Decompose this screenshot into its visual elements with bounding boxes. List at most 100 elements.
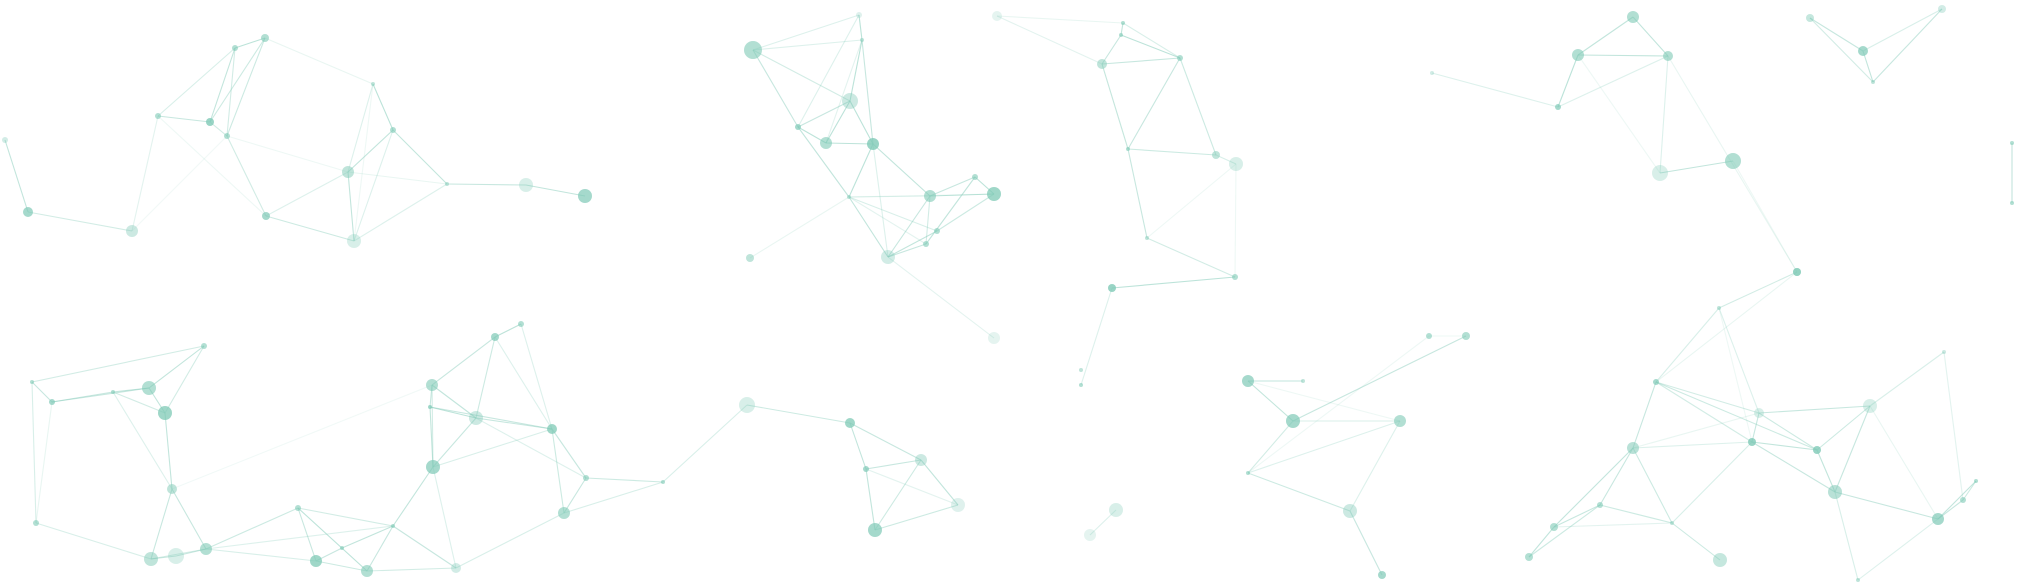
- network-node: [558, 507, 570, 519]
- network-edge: [1247, 420, 1401, 474]
- network-edge: [1349, 420, 1401, 512]
- network-node: [847, 195, 851, 199]
- network-node: [842, 93, 858, 109]
- network-edge: [1127, 148, 1148, 239]
- network-edge: [1869, 405, 1939, 520]
- network-edge: [849, 100, 874, 145]
- network-edge: [849, 422, 867, 470]
- network-edge: [1247, 380, 1401, 422]
- network-edge: [226, 135, 349, 173]
- network-edge: [1292, 335, 1467, 422]
- network-edge: [1632, 381, 1657, 449]
- network-node: [1426, 333, 1432, 339]
- network-edge: [51, 387, 150, 403]
- network-edge: [431, 384, 434, 468]
- network-edge: [865, 468, 959, 506]
- network-edge: [209, 37, 266, 123]
- network-edge: [35, 401, 53, 524]
- network-edge: [366, 525, 394, 572]
- network-edge: [264, 37, 374, 85]
- network-edge: [209, 47, 236, 123]
- network-edge: [849, 422, 922, 461]
- network-edge: [171, 488, 207, 550]
- network-edges: [4, 8, 2013, 581]
- network-node: [1119, 33, 1123, 37]
- network-node: [361, 565, 373, 577]
- network-node: [987, 187, 1001, 201]
- network-node: [1079, 368, 1083, 372]
- network-edge: [366, 567, 457, 572]
- network-node: [1286, 414, 1300, 428]
- network-edge: [797, 14, 860, 128]
- network-node: [744, 41, 762, 59]
- network-node: [1343, 504, 1357, 518]
- network-edge: [1655, 381, 1760, 414]
- network-edge: [157, 47, 236, 117]
- network-edge: [563, 477, 587, 514]
- network-node: [863, 466, 869, 472]
- network-edge: [1872, 8, 1943, 83]
- network-edge: [1834, 405, 1871, 493]
- network-edge: [929, 176, 976, 197]
- network-edge: [1080, 287, 1113, 386]
- network-node: [924, 190, 936, 202]
- network-node: [988, 332, 1000, 344]
- network-edge: [475, 417, 587, 479]
- network-edge: [1349, 510, 1383, 576]
- network-node: [881, 250, 895, 264]
- network-node: [158, 406, 172, 420]
- network-edge: [1816, 449, 1836, 493]
- network-node: [1856, 578, 1860, 582]
- network-edge: [353, 183, 448, 242]
- network-node: [1572, 49, 1584, 61]
- network-edge: [1632, 412, 1760, 449]
- network-node: [923, 241, 929, 247]
- network-edge: [874, 459, 922, 531]
- network-edge: [1751, 441, 1836, 493]
- network-node: [1863, 399, 1877, 413]
- network-edge: [1120, 34, 1181, 59]
- network-node: [1462, 332, 1470, 340]
- network-edge: [1758, 405, 1871, 414]
- network-edge: [27, 211, 133, 232]
- network-node: [371, 82, 375, 86]
- network-node: [168, 548, 184, 564]
- network-edge: [431, 336, 496, 386]
- network-node: [1555, 104, 1561, 110]
- network-edge: [1751, 441, 1818, 451]
- network-node: [583, 475, 589, 481]
- network-node: [1806, 14, 1814, 22]
- network-edge: [662, 404, 748, 483]
- network-edge: [1557, 54, 1579, 108]
- network-edge: [347, 83, 374, 173]
- network-node: [1793, 268, 1801, 276]
- network-node: [820, 137, 832, 149]
- network-edge: [752, 39, 863, 51]
- network-edge: [226, 135, 267, 217]
- network-node: [518, 321, 524, 327]
- network-edge: [4, 139, 29, 213]
- network-node: [30, 380, 34, 384]
- network-edge: [1247, 420, 1294, 474]
- network-node: [201, 343, 207, 349]
- network-edge: [392, 466, 434, 527]
- network-node: [1229, 157, 1243, 171]
- network-edge: [432, 428, 553, 468]
- network-edge: [1937, 480, 1977, 520]
- network-node: [224, 133, 230, 139]
- network-edge: [1655, 381, 1818, 451]
- network-node: [1177, 55, 1183, 61]
- network-edge: [1120, 22, 1124, 36]
- network-node: [867, 138, 879, 150]
- network-edge: [1732, 160, 1798, 273]
- network-node: [451, 563, 461, 573]
- network-node: [972, 174, 978, 180]
- network-edge: [112, 391, 173, 490]
- network-node: [1748, 438, 1756, 446]
- network-node: [206, 118, 214, 126]
- network-node: [23, 207, 33, 217]
- network-node: [428, 405, 432, 409]
- network-edge: [1718, 307, 1753, 443]
- network-edge: [150, 548, 207, 560]
- network-node: [1126, 147, 1130, 151]
